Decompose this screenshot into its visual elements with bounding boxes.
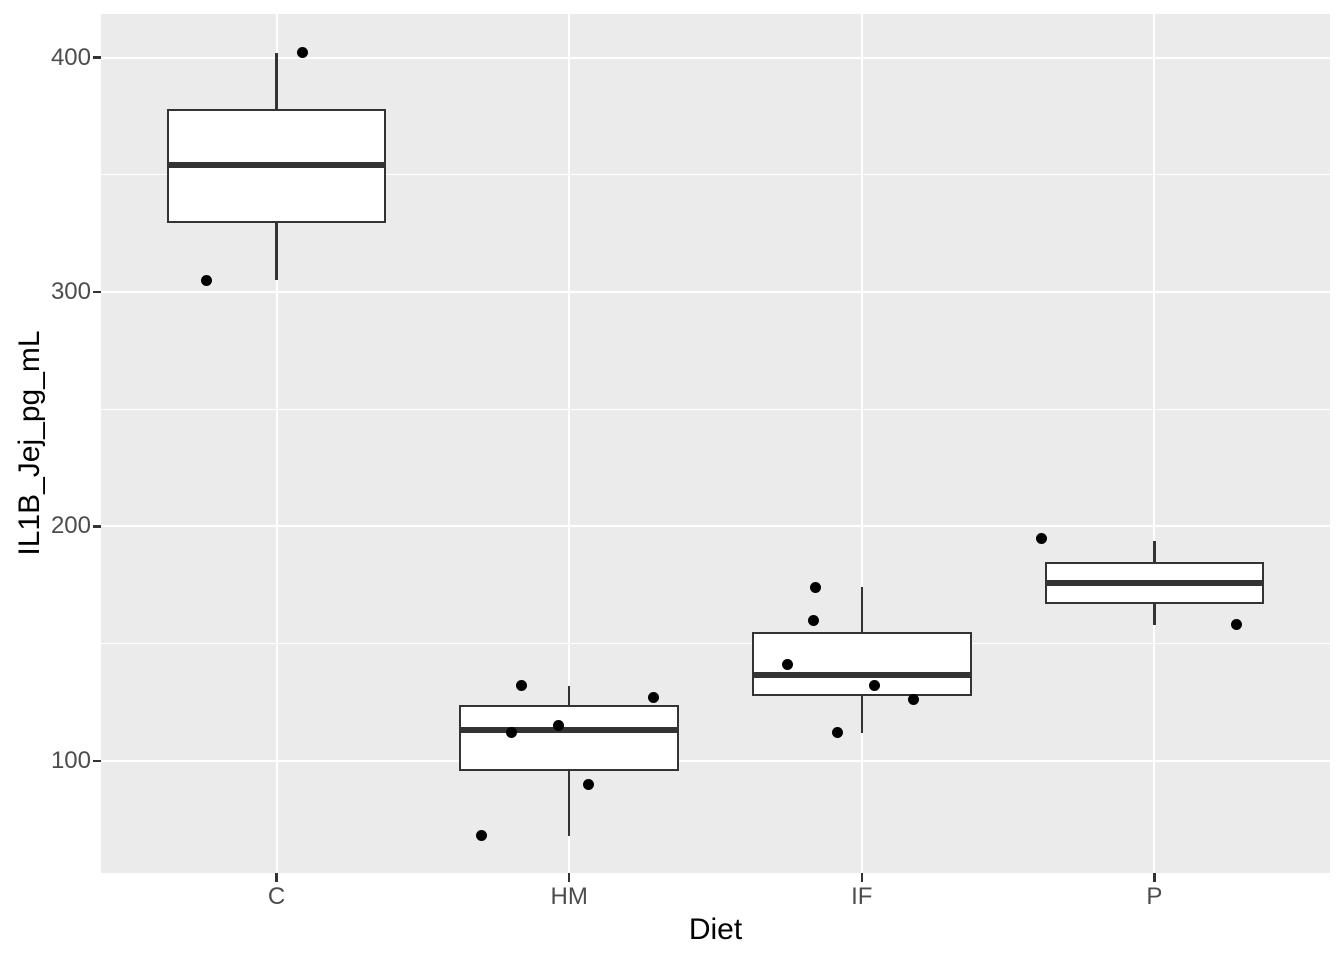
x-tick-label: P [1146,883,1163,910]
box-iqr [459,704,679,772]
median-line [459,727,679,734]
box-iqr [752,631,972,697]
y-tick-mark [93,290,101,294]
y-minor-gridline [101,643,1330,645]
x-axis-title: Diet [688,913,743,946]
data-point [832,727,844,739]
data-point [1230,619,1242,631]
x-tick-mark [275,873,278,882]
median-line [752,672,972,679]
y-tick-label: 100 [50,746,91,774]
data-point [297,47,309,59]
x-tick-label: HM [550,883,588,910]
data-point [201,274,213,286]
median-line [166,162,387,169]
data-point [869,680,881,692]
y-minor-gridline [101,408,1330,410]
y-tick-label: 300 [50,278,91,306]
x-major-gridline [568,14,571,873]
data-point [908,694,920,706]
median-line [1044,579,1265,586]
y-tick-label: 400 [50,43,91,71]
data-point [782,659,794,671]
data-point [475,830,487,842]
data-point [582,778,594,790]
data-point [810,581,822,593]
y-minor-gridline [101,174,1330,176]
x-tick-mark [860,873,864,882]
y-tick-label: 200 [50,512,91,540]
x-major-gridline [1153,14,1156,873]
y-major-gridline [101,525,1330,528]
y-tick-mark [93,56,101,59]
y-major-gridline [101,759,1330,762]
x-major-gridline [275,14,278,873]
x-tick-mark [1153,873,1156,882]
y-major-gridline [101,291,1330,294]
data-point [552,720,564,732]
data-point [515,680,527,692]
x-tick-mark [567,873,571,882]
x-tick-label: C [267,883,286,910]
data-point [1035,532,1047,544]
data-point [505,727,517,739]
data-point [808,614,820,626]
y-tick-mark [93,759,101,763]
data-point [647,692,659,704]
x-tick-label: IF [851,883,873,910]
x-major-gridline [860,14,863,873]
y-major-gridline [101,56,1330,59]
y-tick-mark [93,525,101,528]
